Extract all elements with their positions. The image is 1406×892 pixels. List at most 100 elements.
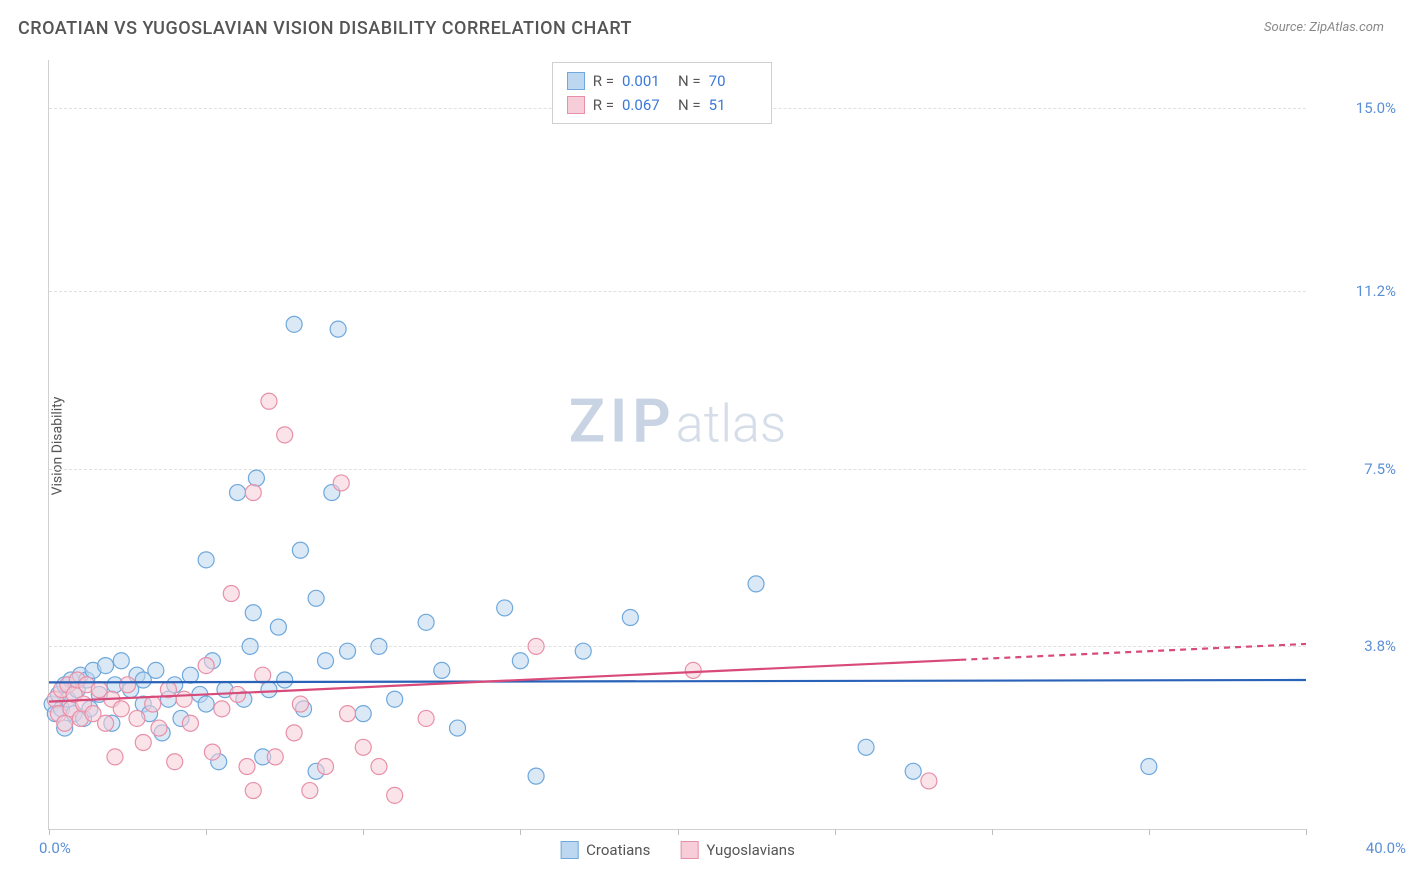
data-point (98, 715, 114, 731)
data-point (622, 610, 638, 626)
data-point (129, 710, 145, 726)
data-point (512, 653, 528, 669)
data-point (198, 658, 214, 674)
data-point (371, 638, 387, 654)
data-point (120, 677, 136, 693)
data-point (204, 744, 220, 760)
data-point (318, 653, 334, 669)
r-label: R = (593, 93, 614, 117)
x-tick (363, 829, 364, 835)
r-value: 0.067 (622, 93, 670, 117)
data-point (292, 542, 308, 558)
data-point (318, 759, 334, 775)
x-tick (206, 829, 207, 835)
data-point (255, 667, 271, 683)
data-point (450, 720, 466, 736)
data-point (371, 759, 387, 775)
data-point (418, 710, 434, 726)
regression-line-dashed (960, 644, 1306, 660)
swatch-icon (567, 72, 585, 90)
data-point (223, 585, 239, 601)
data-point (330, 321, 346, 337)
chart-title: CROATIAN VS YUGOSLAVIAN VISION DISABILIT… (18, 18, 632, 39)
data-point (418, 614, 434, 630)
data-point (685, 662, 701, 678)
plot-area: ZIPatlas 3.8%7.5%11.2%15.0% R = 0.001 N … (48, 60, 1306, 830)
data-point (242, 638, 258, 654)
data-point (198, 696, 214, 712)
y-tick-label: 7.5% (1316, 460, 1396, 478)
legend-label: Croatians (586, 841, 650, 859)
r-value: 0.001 (622, 69, 670, 93)
data-point (858, 739, 874, 755)
x-tick (678, 829, 679, 835)
x-axis-min-label: 0.0% (39, 839, 71, 857)
data-point (107, 749, 123, 765)
data-point (267, 749, 283, 765)
data-point (261, 393, 277, 409)
x-tick (520, 829, 521, 835)
data-point (113, 653, 129, 669)
source-attribution: Source: ZipAtlas.com (1264, 20, 1384, 35)
data-point (167, 754, 183, 770)
data-point (239, 759, 255, 775)
x-tick (992, 829, 993, 835)
data-point (230, 485, 246, 501)
data-point (151, 720, 167, 736)
data-point (214, 701, 230, 717)
n-value: 51 (709, 93, 757, 117)
data-point (182, 715, 198, 731)
legend-item-croatians: Croatians (560, 841, 650, 859)
x-axis-max-label: 40.0% (1316, 839, 1406, 857)
data-point (921, 773, 937, 789)
regression-line (49, 680, 1306, 682)
data-point (277, 427, 293, 443)
n-value: 70 (709, 69, 757, 93)
y-tick-label: 15.0% (1316, 99, 1396, 117)
data-point (277, 672, 293, 688)
data-point (286, 316, 302, 332)
data-point (182, 667, 198, 683)
x-tick (1149, 829, 1150, 835)
stat-row-croatians: R = 0.001 N = 70 (567, 69, 757, 93)
data-point (270, 619, 286, 635)
scatter-svg (49, 60, 1306, 829)
data-point (245, 783, 261, 799)
data-point (302, 783, 318, 799)
swatch-icon (680, 841, 698, 859)
data-point (135, 734, 151, 750)
data-point (176, 691, 192, 707)
data-point (286, 725, 302, 741)
r-label: R = (593, 69, 614, 93)
data-point (245, 605, 261, 621)
data-point (528, 638, 544, 654)
data-point (98, 658, 114, 674)
data-point (355, 706, 371, 722)
y-tick-label: 3.8% (1316, 637, 1396, 655)
data-point (198, 552, 214, 568)
series-legend: Croatians Yugoslavians (560, 841, 795, 859)
data-point (355, 739, 371, 755)
data-point (905, 763, 921, 779)
data-point (434, 662, 450, 678)
data-point (57, 715, 73, 731)
data-point (528, 768, 544, 784)
data-point (748, 576, 764, 592)
correlation-legend: R = 0.001 N = 70 R = 0.067 N = 51 (552, 62, 772, 124)
stat-row-yugoslavians: R = 0.067 N = 51 (567, 93, 757, 117)
data-point (340, 706, 356, 722)
data-point (230, 686, 246, 702)
y-tick-label: 11.2% (1316, 282, 1396, 300)
data-point (1141, 759, 1157, 775)
data-point (333, 475, 349, 491)
data-point (261, 682, 277, 698)
data-point (145, 696, 161, 712)
n-label: N = (678, 69, 701, 93)
data-point (340, 643, 356, 659)
data-point (292, 696, 308, 712)
data-point (387, 787, 403, 803)
data-point (248, 470, 264, 486)
data-point (575, 643, 591, 659)
swatch-icon (560, 841, 578, 859)
data-point (497, 600, 513, 616)
